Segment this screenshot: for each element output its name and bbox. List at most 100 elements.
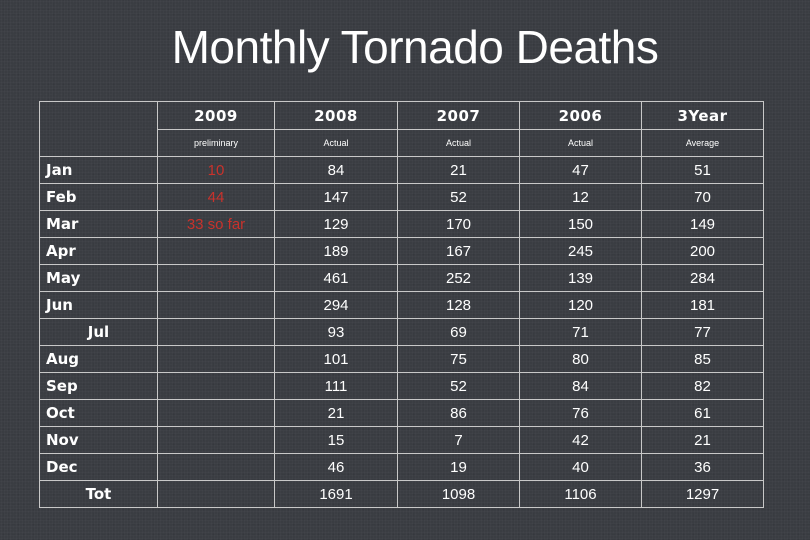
value-2009 [157, 453, 275, 481]
value-2008: 46 [274, 453, 398, 481]
value-2008: 147 [274, 183, 398, 211]
value-2006: 120 [519, 291, 642, 319]
value-2009 [157, 291, 275, 319]
month-label: Sep [39, 372, 158, 400]
table-row: Aug 101 75 80 85 [39, 345, 764, 373]
value-2006: 47 [519, 156, 642, 184]
value-2009: 10 [157, 156, 275, 184]
value-2007: 170 [397, 210, 520, 238]
subheader-2009: preliminary [157, 129, 275, 157]
value-2009 [157, 318, 275, 346]
value-2006: 84 [519, 372, 642, 400]
value-2007: 21 [397, 156, 520, 184]
value-2006: 12 [519, 183, 642, 211]
value-3year-avg: 82 [641, 372, 764, 400]
value-2006: 71 [519, 318, 642, 346]
value-3year-avg: 77 [641, 318, 764, 346]
year-header-2007: 2007 [397, 101, 520, 130]
year-header-2009: 2009 [157, 101, 275, 130]
subheader-3year: Average [641, 129, 764, 157]
value-2006: 139 [519, 264, 642, 292]
value-2007: 52 [397, 183, 520, 211]
month-label: Jul [39, 318, 158, 346]
value-2008: 461 [274, 264, 398, 292]
value-2009 [157, 399, 275, 427]
year-header-row: 2009 2008 2007 2006 3Year [39, 101, 764, 157]
month-label: Feb [39, 183, 158, 211]
value-3year-avg: 21 [641, 426, 764, 454]
value-2006: 42 [519, 426, 642, 454]
table-row: Feb 44 147 52 12 70 [39, 183, 764, 211]
value-2007: 1098 [397, 480, 520, 508]
value-3year-avg: 70 [641, 183, 764, 211]
value-2007: 52 [397, 372, 520, 400]
value-2007: 75 [397, 345, 520, 373]
value-3year-avg: 36 [641, 453, 764, 481]
value-2009 [157, 237, 275, 265]
value-2009 [157, 426, 275, 454]
value-2009 [157, 372, 275, 400]
month-label: Oct [39, 399, 158, 427]
corner-cell [39, 101, 158, 157]
value-2007: 128 [397, 291, 520, 319]
value-2008: 129 [274, 210, 398, 238]
value-2008: 111 [274, 372, 398, 400]
year-header-2008: 2008 [274, 101, 398, 130]
value-2009 [157, 480, 275, 508]
table-row: Sep 111 52 84 82 [39, 372, 764, 400]
value-2009: 33 so far [157, 210, 275, 238]
month-label: Aug [39, 345, 158, 373]
table-row: May 461 252 139 284 [39, 264, 764, 292]
value-2006: 245 [519, 237, 642, 265]
value-3year-avg: 200 [641, 237, 764, 265]
value-2006: 40 [519, 453, 642, 481]
tornado-deaths-table: 2009 2008 2007 2006 3Year preliminary Ac… [39, 101, 764, 508]
month-label: May [39, 264, 158, 292]
table-row: Jul 93 69 71 77 [39, 318, 764, 346]
month-label: Jun [39, 291, 158, 319]
table-row: Dec 46 19 40 36 [39, 453, 764, 481]
month-label: Jan [39, 156, 158, 184]
subheader-2006: Actual [519, 129, 642, 157]
value-2009 [157, 264, 275, 292]
value-2008: 15 [274, 426, 398, 454]
value-2008: 189 [274, 237, 398, 265]
value-2006: 150 [519, 210, 642, 238]
subheader-row: preliminary Actual Actual Actual Average [40, 129, 764, 157]
value-2006: 1106 [519, 480, 642, 508]
table-row: Jan 10 84 21 47 51 [39, 156, 764, 184]
subheader-2007: Actual [397, 129, 520, 157]
year-header-3year: 3Year [641, 101, 764, 130]
value-2007: 86 [397, 399, 520, 427]
value-3year-avg: 149 [641, 210, 764, 238]
slide-title: Monthly Tornado Deaths [171, 21, 659, 73]
table-row: Tot 1691 1098 1106 1297 [39, 480, 764, 508]
month-label: Nov [39, 426, 158, 454]
value-3year-avg: 284 [641, 264, 764, 292]
table-row: Apr 189 167 245 200 [39, 237, 764, 265]
value-2008: 294 [274, 291, 398, 319]
value-2007: 167 [397, 237, 520, 265]
value-3year-avg: 51 [641, 156, 764, 184]
value-3year-avg: 85 [641, 345, 764, 373]
value-3year-avg: 1297 [641, 480, 764, 508]
value-2008: 21 [274, 399, 398, 427]
table-row: Jun 294 128 120 181 [39, 291, 764, 319]
subheader-2008: Actual [274, 129, 398, 157]
value-3year-avg: 181 [641, 291, 764, 319]
month-label: Apr [39, 237, 158, 265]
value-2006: 80 [519, 345, 642, 373]
table-row: Mar 33 so far 129 170 150 149 [39, 210, 764, 238]
value-2008: 93 [274, 318, 398, 346]
value-2007: 19 [397, 453, 520, 481]
value-3year-avg: 61 [641, 399, 764, 427]
year-header-2006: 2006 [519, 101, 642, 130]
value-2008: 101 [274, 345, 398, 373]
table-row: Nov 15 7 42 21 [39, 426, 764, 454]
value-2008: 84 [274, 156, 398, 184]
month-label: Mar [39, 210, 158, 238]
table-row: Oct 21 86 76 61 [39, 399, 764, 427]
month-label: Tot [39, 480, 158, 508]
value-2009 [157, 345, 275, 373]
value-2008: 1691 [274, 480, 398, 508]
